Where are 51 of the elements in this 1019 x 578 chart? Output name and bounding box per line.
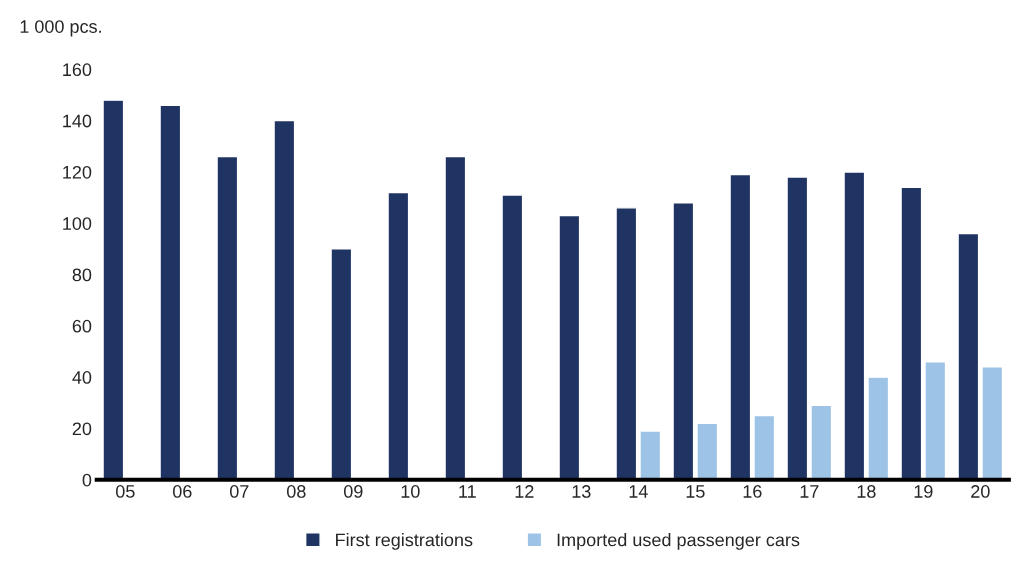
x-tick-label: 19 [914,485,933,498]
x-tick-label: 09 [343,485,363,498]
bar [102,99,125,480]
x-tick-label: 15 [686,485,705,498]
bar [159,104,182,480]
bar [810,404,833,480]
y-tick-label: 120 [63,165,92,179]
bar [957,232,980,480]
x-tick-label: 14 [629,485,648,498]
legend-label: Imported used passenger cars [557,533,800,550]
bar [216,155,239,480]
y-tick-label: 140 [63,114,92,128]
bar [615,207,638,480]
bar [924,361,947,480]
bar [981,366,1004,480]
y-tick-label: 20 [72,422,92,436]
bar [387,191,410,480]
x-tick-label: 11 [459,485,476,498]
y-tick-label: 100 [63,217,92,230]
x-tick-label: 12 [515,485,534,498]
y-tick-label: 0 [82,473,92,487]
bar [273,119,296,480]
bar [330,248,353,480]
legend-label: First registrations [336,533,473,550]
x-tick-label: 06 [172,485,192,498]
bar [696,422,719,480]
x-tick-label: 13 [572,485,591,498]
bar [843,171,866,480]
y-tick-label: 40 [72,371,92,384]
bar [867,376,890,480]
y-tick-label: 60 [72,319,92,333]
x-tick-label: 05 [115,485,135,498]
x-tick-label: 10 [401,485,420,498]
bar [900,186,923,480]
x-tick-label: 18 [857,485,876,498]
x-tick-label: 20 [971,485,990,498]
x-tick-label: 08 [286,485,306,498]
bar [786,176,809,480]
bar [672,202,695,480]
bar [729,173,752,480]
y-tick-label: 80 [72,268,92,282]
bar [753,414,776,480]
x-tick-label: 17 [800,485,819,498]
bar [444,155,467,480]
bar [501,194,524,480]
bar [639,430,662,480]
y-tick-label: 160 [63,63,92,77]
y-axis-title: 1 000 pcs. [20,20,101,37]
bar [558,214,581,480]
x-tick-label: 07 [229,485,249,498]
x-tick-label: 16 [743,485,762,498]
